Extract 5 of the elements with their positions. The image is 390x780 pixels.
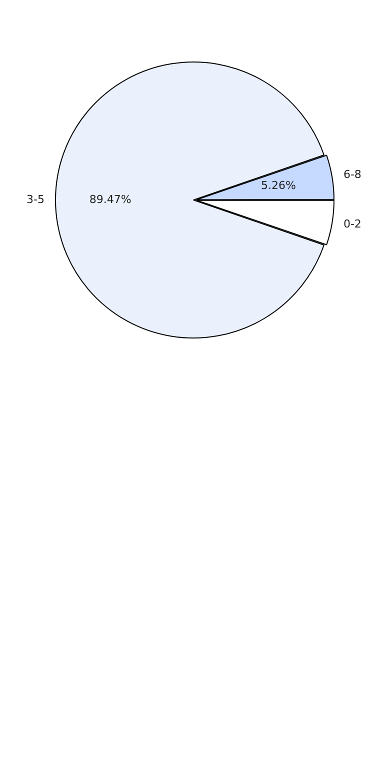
slice-label: 6-8 (343, 168, 362, 182)
data-label: 89.47% (89, 192, 132, 206)
data-label: 5.26% (261, 178, 296, 192)
slice-label: 0-2 (343, 218, 362, 231)
slice-label: 3-5 (26, 192, 44, 206)
